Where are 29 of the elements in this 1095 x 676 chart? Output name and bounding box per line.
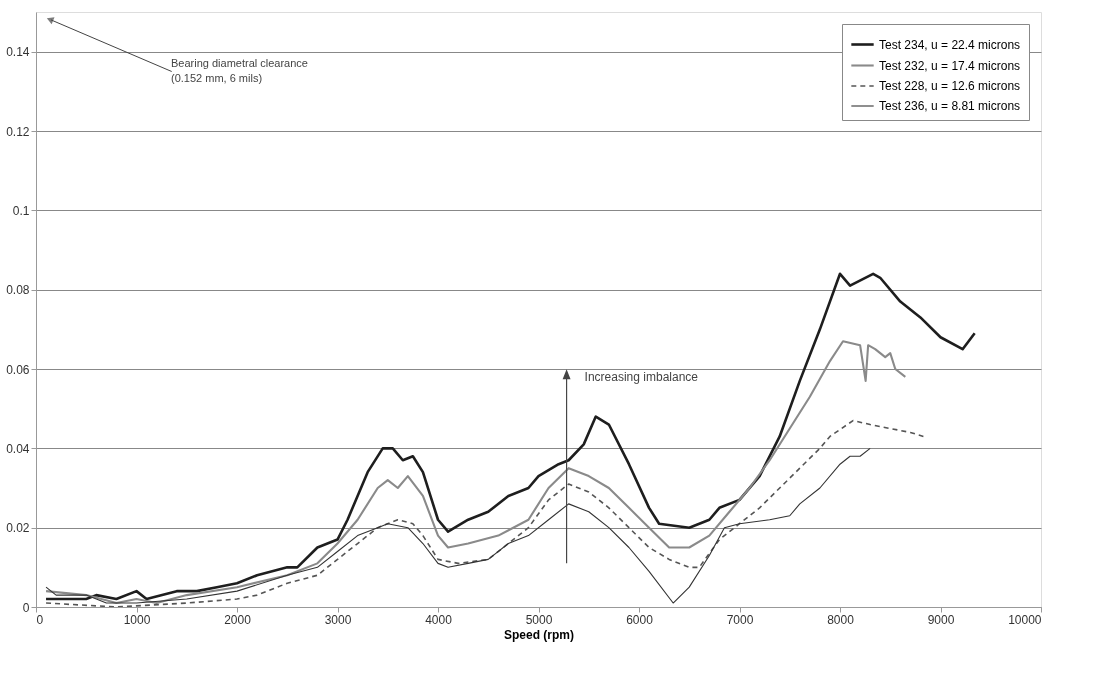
x-tick-label: 10000	[1008, 612, 1042, 627]
legend-label: Test 228, u = 12.6 microns	[879, 79, 1021, 93]
y-tick-label: 0	[22, 600, 30, 615]
x-tick-label: 2000	[224, 612, 252, 627]
annotation: Increasing imbalance	[584, 370, 699, 384]
y-tick-label: 0.1	[12, 203, 30, 218]
legend-label: Test 236, u = 8.81 microns	[879, 99, 1021, 113]
y-tick-label: 0.02	[6, 521, 30, 536]
line-series	[45, 447, 871, 604]
x-tick-label: 6000	[626, 612, 654, 627]
x-tick-label: 7000	[726, 612, 754, 627]
y-tick-label: 0.04	[6, 441, 30, 456]
y-tick-label: 0.14	[6, 45, 30, 60]
x-tick-label: 0	[36, 612, 44, 627]
x-tick-label: 8000	[827, 612, 855, 627]
x-axis-title: Speed (rpm)	[503, 627, 575, 642]
annotation: Bearing diametral clearance (0.152 mm, 6 mils)	[171, 57, 308, 84]
x-tick-label: 3000	[324, 612, 352, 627]
x-tick-label: 5000	[525, 612, 553, 627]
x-tick-label: 4000	[425, 612, 453, 627]
line-series	[45, 419, 925, 607]
line-series	[44, 272, 976, 601]
y-tick-label: 0.08	[6, 283, 30, 298]
y-tick-label: 0.06	[6, 362, 30, 377]
x-tick-label: 9000	[927, 612, 955, 627]
legend-label: Test 234, u = 22.4 microns	[879, 37, 1021, 52]
legend-label: Test 232, u = 17.4 microns	[879, 58, 1021, 73]
y-tick-label: 0.12	[6, 124, 30, 139]
x-tick-label: 1000	[123, 612, 151, 627]
